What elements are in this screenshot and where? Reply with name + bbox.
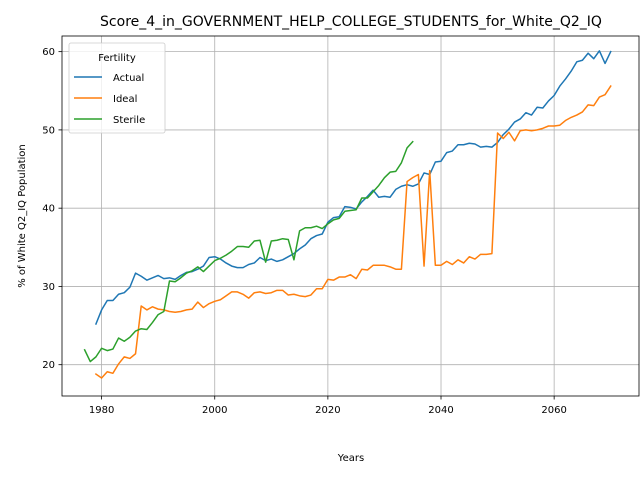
legend-box: [68, 42, 166, 134]
legend-entry-actual: Actual: [113, 73, 144, 84]
y-axis: 20 30 40 50 60: [42, 47, 62, 371]
y-tick-label: 60: [42, 47, 55, 58]
y-tick-label: 40: [42, 204, 55, 215]
series-layer: [83, 50, 612, 379]
y-axis-label: % of White Q2_IQ Population: [17, 144, 28, 288]
x-tick-label: 2060: [541, 405, 566, 416]
x-axis: 1980 2000 2020 2040 2060: [89, 396, 567, 416]
legend-title: Fertility: [98, 53, 136, 64]
x-tick-label: 2000: [202, 405, 227, 416]
plot-frame: [61, 35, 640, 397]
x-tick-label: 2020: [315, 405, 340, 416]
chart-title: Score_4_in_GOVERNMENT_HELP_COLLEGE_STUDE…: [100, 14, 602, 30]
series-line-actual: [94, 50, 612, 325]
legend-entry-ideal: Ideal: [113, 94, 137, 105]
x-axis-label: Years: [337, 453, 364, 464]
legend-entry-sterile: Sterile: [113, 115, 145, 126]
series-line-sterile: [83, 140, 414, 363]
x-tick-label: 1980: [89, 405, 114, 416]
y-tick-label: 50: [42, 125, 55, 136]
series-line-ideal: [94, 85, 612, 379]
y-tick-label: 30: [42, 282, 55, 293]
x-tick-label: 2040: [428, 405, 453, 416]
y-tick-label: 20: [42, 360, 55, 371]
legend: Fertility Actual Ideal Sterile: [68, 42, 166, 134]
